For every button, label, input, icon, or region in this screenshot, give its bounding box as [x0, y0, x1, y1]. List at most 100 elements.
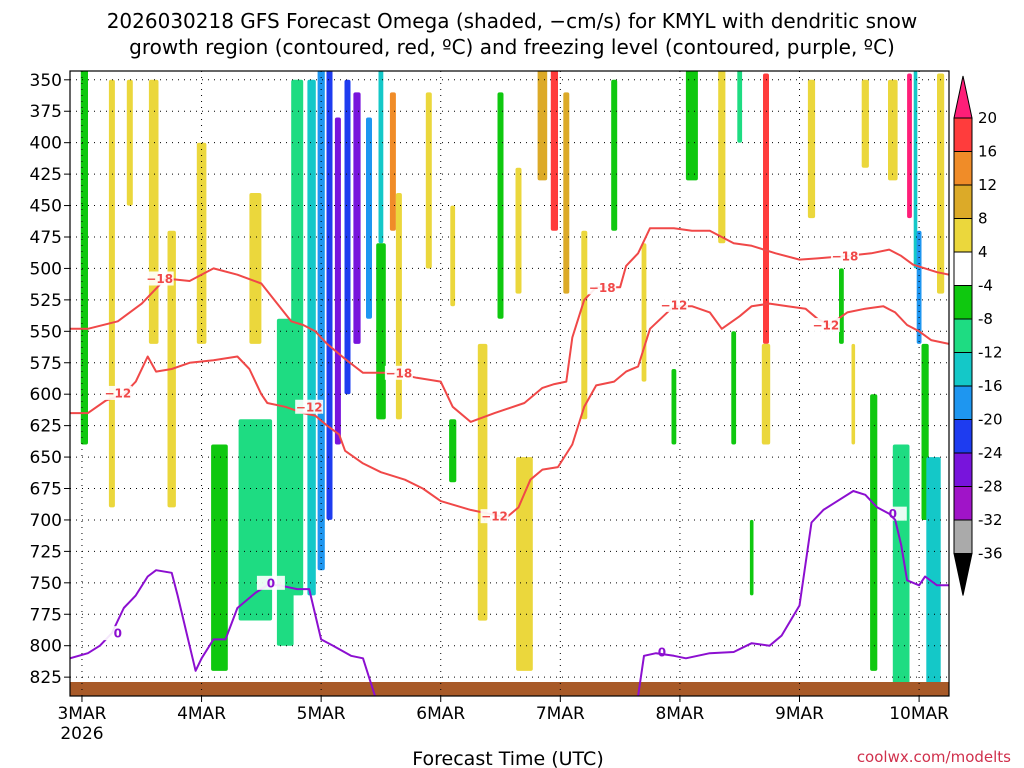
y-tick-label: 425 — [30, 165, 62, 185]
omega-cell-25 — [477, 343, 488, 621]
y-tick-label: 400 — [30, 134, 62, 154]
colorbar-tick-label: -4 — [978, 277, 993, 295]
contour-label-bg — [145, 271, 174, 286]
y-tick-label: 525 — [30, 291, 62, 311]
omega-cell-27 — [515, 167, 522, 294]
contour-label-bg — [878, 506, 907, 521]
y-tick-label: 375 — [30, 102, 62, 122]
omega-cell-44 — [839, 268, 844, 344]
omega-cell-18 — [378, 71, 384, 244]
contour-label: −18 — [832, 249, 859, 263]
contour-label: −12 — [481, 510, 508, 524]
omega-cell-11 — [307, 79, 316, 596]
contour-label-bg — [384, 365, 413, 380]
colorbar-cell — [953, 419, 973, 454]
colorbar-tick-label: -32 — [978, 511, 1003, 529]
colorbar-tick-label: -28 — [978, 478, 1003, 496]
omega-cell-38 — [731, 331, 737, 445]
omega-shading — [80, 71, 945, 684]
omega-cell-10 — [291, 79, 304, 596]
omega-cell-22 — [425, 92, 432, 269]
contour-freezing_level_0b — [637, 490, 949, 696]
omega-cell-26 — [497, 92, 504, 319]
omega-cell-50 — [907, 73, 912, 219]
omega-cell-32 — [581, 230, 588, 420]
y-tick-label: 500 — [30, 259, 62, 279]
x-tick-year-label: 2026 — [60, 724, 103, 744]
omega-cell-19 — [376, 243, 386, 420]
contour-label-bg — [480, 509, 509, 524]
omega-cell-30 — [550, 71, 558, 231]
colorbar-tick-label: -24 — [978, 444, 1003, 462]
x-tick-label: 4MAR — [177, 704, 226, 724]
omega-cell-5 — [196, 142, 207, 344]
omega-cell-6 — [211, 444, 228, 671]
omega-cell-37 — [718, 71, 726, 244]
colorbar-cell — [953, 452, 973, 487]
terrain-fill — [70, 682, 949, 696]
omega-cell-36 — [685, 71, 698, 181]
omega-cell-51 — [913, 71, 918, 269]
chart-title-line2: growth region (contoured, red, ºC) and f… — [129, 35, 895, 59]
colorbar-tick-label: 12 — [978, 176, 997, 194]
omega-cell-54 — [926, 457, 941, 684]
omega-cell-2 — [126, 79, 133, 206]
contour-label-bg — [295, 399, 324, 414]
omega-cell-16 — [353, 92, 361, 344]
y-tick-label: 625 — [30, 417, 62, 437]
y-tick-label: 750 — [30, 574, 62, 594]
omega-cell-0 — [80, 71, 88, 445]
contour-dgz_minus12 — [70, 302, 949, 519]
y-tick-label: 700 — [30, 511, 62, 531]
omega-cell-39 — [737, 71, 743, 143]
y-tick-label: 825 — [30, 668, 62, 688]
x-tick-label: 5MAR — [297, 704, 346, 724]
omega-cell-49 — [892, 444, 910, 684]
omega-cell-20 — [389, 92, 396, 231]
y-tick-label: 450 — [30, 197, 62, 217]
colorbar-cell — [953, 117, 973, 152]
y-tick-label: 350 — [30, 71, 62, 91]
x-tick-label: 8MAR — [655, 704, 704, 724]
colorbar-bottom-arrow — [953, 553, 973, 596]
omega-cell-31 — [563, 92, 570, 294]
omega-cell-35 — [671, 369, 677, 445]
omega-cell-28 — [516, 457, 533, 671]
omega-cell-47 — [870, 394, 878, 671]
x-axis-label: Forecast Time (UTC) — [412, 748, 603, 768]
omega-cell-17 — [366, 117, 372, 319]
contour-label-bg — [659, 297, 688, 312]
contour-label: 0 — [889, 507, 897, 521]
colorbar-tick-label: -12 — [978, 344, 1003, 362]
omega-cell-21 — [395, 193, 402, 420]
omega-cell-46 — [861, 79, 869, 168]
contour-lines: −18 −18 −18 −18 −12 −12 −12 −12 −12 0 0 0 0 — [70, 227, 949, 696]
omega-cell-55 — [937, 73, 945, 294]
contour-label: 0 — [114, 627, 122, 641]
omega-cell-9 — [276, 318, 294, 646]
contour-label-bg — [811, 318, 840, 333]
colorbar-tick-label: -20 — [978, 411, 1003, 429]
omega-cell-43 — [807, 79, 816, 219]
contour-label: −12 — [296, 400, 323, 414]
contour-label: −12 — [812, 319, 839, 333]
omega-cell-15 — [344, 79, 351, 395]
contour-freezing_level_0 — [70, 569, 376, 696]
colorbar-cell — [953, 218, 973, 253]
colorbar: 20 16 12 8 4 -4 -8 -12 -16 -20 -24 -28 -32 -36 — [953, 75, 1003, 596]
x-tick-label: 3MAR — [57, 704, 106, 724]
omega-cell-42 — [749, 519, 754, 596]
colorbar-cell — [953, 184, 973, 219]
terrain-band — [70, 682, 949, 696]
pressure-axis: 350 375 400 425 450 475 500 525 550 575 600 625 650 6… — [30, 71, 70, 688]
omega-cell-13 — [326, 71, 333, 520]
contour-label: 0 — [267, 576, 275, 590]
colorbar-tick-label: 20 — [978, 109, 997, 127]
colorbar-cell — [953, 151, 973, 186]
colorbar-tick-label: -36 — [978, 545, 1003, 563]
omega-cell-40 — [763, 73, 769, 344]
omega-cell-3 — [148, 79, 159, 344]
omega-cell-45 — [851, 343, 856, 445]
y-tick-label: 725 — [30, 542, 62, 562]
